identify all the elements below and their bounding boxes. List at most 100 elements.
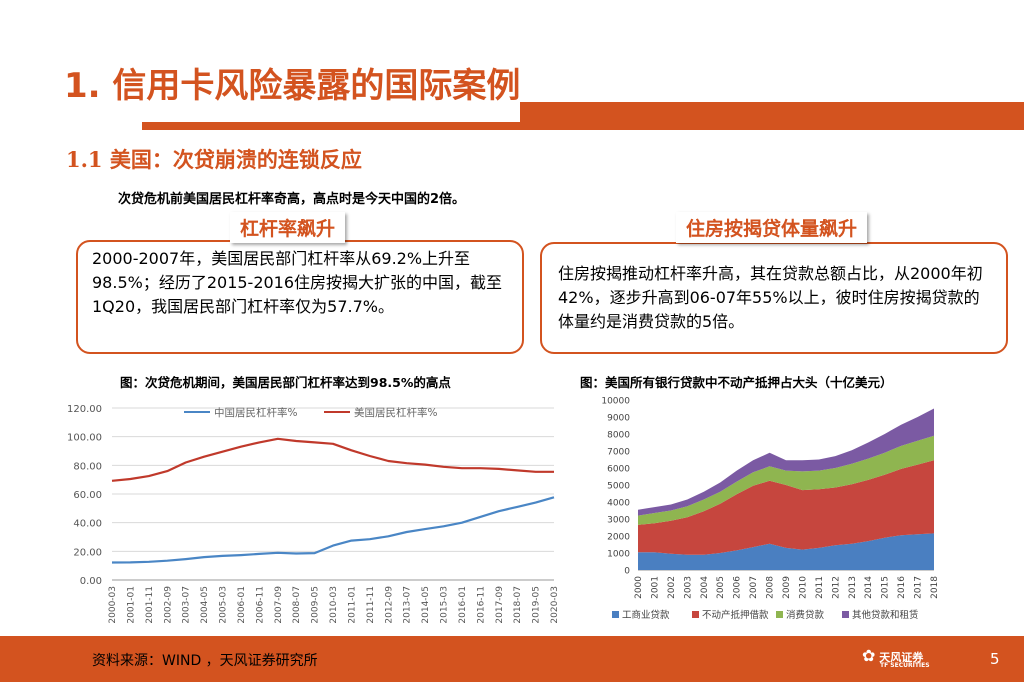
x-tick-label: 2004: [700, 576, 710, 599]
x-tick-label: 2020-03: [550, 586, 560, 624]
legend-label: 中国居民杠杆率%: [214, 406, 297, 419]
x-tick-label: 2002: [667, 576, 677, 599]
x-tick-label: 2005-03: [219, 586, 229, 624]
legend-label: 消费贷款: [786, 609, 825, 621]
x-tick-label: 2000-03: [108, 586, 118, 624]
x-tick-label: 2005: [716, 576, 726, 599]
y-tick-label: 9000: [607, 414, 630, 424]
y-tick-label: 4000: [607, 499, 630, 509]
x-tick-label: 2008: [766, 576, 776, 599]
x-tick-label: 2007-09: [274, 586, 284, 624]
series-line-us: [111, 437, 554, 482]
source-note: 资料来源：WIND ，天风证券研究所: [92, 653, 318, 669]
x-tick-label: 2007: [749, 576, 759, 599]
legend-label: 美国居民杠杆率%: [354, 406, 437, 419]
left-chart-caption: 图：次贷危机期间，美国居民部门杠杆率达到98.5%的高点: [120, 375, 451, 390]
x-tick-label: 2015: [881, 576, 891, 599]
x-tick-label: 2000: [634, 576, 644, 599]
area-series-3: [638, 408, 934, 516]
y-tick-label: 8000: [607, 431, 630, 441]
x-tick-label: 2018-07: [513, 586, 523, 624]
y-tick-label: 3000: [607, 516, 630, 526]
slide-title: 1. 信用卡风险暴露的国际案例: [64, 66, 521, 106]
legend-label: 其他贷款和租赁: [852, 609, 919, 621]
logo-text: 天风证券: [879, 651, 924, 664]
title-underline: [142, 122, 582, 130]
y-tick-label: 10000: [601, 397, 630, 407]
x-tick-label: 2004-05: [200, 586, 210, 624]
y-tick-label: 100.00: [67, 433, 102, 444]
y-tick-label: 2000: [607, 533, 630, 543]
y-tick-label: 80.00: [73, 461, 102, 472]
x-tick-label: 2001-01: [126, 586, 136, 624]
leverage-line-chart: 0.00 20.00 40.00 60.00 80.00 100.00 120.00 2000…: [67, 404, 560, 624]
legend-swatch: [776, 611, 783, 618]
x-tick-label: 2014-05: [421, 586, 431, 624]
x-tick-label: 2015-03: [440, 586, 450, 624]
y-tick-label: 0.00: [80, 576, 102, 587]
bank-loans-area-chart: 0 1000 2000 3000 4000 5000 6000 7000 8000 9000 100…: [601, 397, 940, 622]
legend-swatch: [612, 611, 619, 618]
x-tick-label: 2011-01: [347, 586, 357, 624]
x-tick-label: 2017-09: [495, 586, 505, 624]
legend-swatch: [842, 611, 849, 618]
x-tick-label: 2010-03: [329, 586, 339, 624]
logo-subtext: TF SECURITIES: [880, 662, 930, 669]
x-tick-label: 2006: [733, 576, 743, 599]
x-tick-label: 2008-07: [292, 586, 302, 624]
right-chart-caption: 图：美国所有银行贷款中不动产抵押占大头（十亿美元）: [580, 375, 893, 390]
x-tick-label: 2009-05: [311, 586, 321, 624]
right-tag: 住房按揭贷体量飙升: [676, 212, 868, 243]
y-tick-label: 7000: [607, 448, 630, 458]
legend-swatch: [692, 611, 699, 618]
y-tick-label: 120.00: [67, 404, 102, 415]
area-series-0: [638, 533, 934, 570]
x-tick-label: 2006-11: [255, 586, 265, 624]
y-tick-label: 6000: [607, 465, 630, 475]
area-series-2: [638, 435, 934, 525]
y-tick-label: 0: [624, 567, 630, 577]
x-tick-label: 2011-11: [366, 586, 376, 624]
x-tick-label: 2018: [930, 576, 940, 599]
logo-flower-icon: ✿: [862, 646, 876, 665]
x-tick-label: 2013: [848, 576, 858, 599]
page-number: 5: [990, 650, 1000, 668]
x-tick-label: 2016: [897, 576, 907, 599]
x-tick-label: 2012-09: [384, 586, 394, 624]
left-box-text: 2000-2007年，美国居民部门杠杆率从69.2%上升至98.5%；经历了20…: [92, 249, 503, 316]
x-tick-label: 2009: [782, 576, 792, 599]
left-tag: 杠杆率飙升: [230, 212, 346, 243]
intro-text: 次贷危机前美国居民杠杆率奇高，高点时是今天中国的2倍。: [118, 192, 466, 207]
footer-bar: [0, 636, 1024, 682]
y-tick-label: 60.00: [73, 490, 102, 501]
series-line-china: [111, 496, 555, 564]
x-tick-label: 2017: [914, 576, 924, 599]
company-logo: ✿ 天风证券 TF SECURITIES: [862, 646, 930, 669]
x-tick-label: 2019-05: [532, 586, 542, 624]
y-tick-label: 1000: [607, 550, 630, 560]
right-box-text: 住房按揭推动杠杆率升高，其在贷款总额占比，从2000年初42%，逐步升高到06-…: [558, 264, 983, 331]
x-tick-label: 2001-11: [145, 586, 155, 624]
x-tick-label: 2016-11: [476, 586, 486, 624]
x-tick-label: 2014: [864, 576, 874, 599]
x-tick-label: 2011: [815, 576, 825, 599]
y-tick-label: 40.00: [73, 519, 102, 530]
x-tick-label: 2002-09: [163, 586, 173, 624]
y-tick-label: 5000: [607, 482, 630, 492]
title-accent-bar: [520, 102, 1024, 130]
x-tick-label: 2001: [650, 576, 660, 599]
right-text-box: 住房按揭推动杠杆率升高，其在贷款总额占比，从2000年初42%，逐步升高到06-…: [540, 242, 1008, 354]
x-tick-label: 2016-01: [458, 586, 468, 624]
x-tick-label: 2013-07: [403, 586, 413, 624]
x-tick-label: 2006-01: [237, 586, 247, 624]
legend-label: 工商业贷款: [622, 609, 670, 621]
section-subtitle: 1.1 美国：次贷崩溃的连锁反应: [66, 147, 362, 172]
x-tick-label: 2003: [683, 576, 693, 599]
legend-label: 不动产抵押借款: [702, 609, 769, 621]
x-tick-label: 2010: [798, 576, 808, 599]
y-tick-label: 20.00: [73, 547, 102, 558]
x-tick-label: 2003-07: [182, 586, 192, 624]
area-series-1: [638, 460, 934, 555]
left-text-box: 2000-2007年，美国居民部门杠杆率从69.2%上升至98.5%；经历了20…: [76, 240, 524, 354]
